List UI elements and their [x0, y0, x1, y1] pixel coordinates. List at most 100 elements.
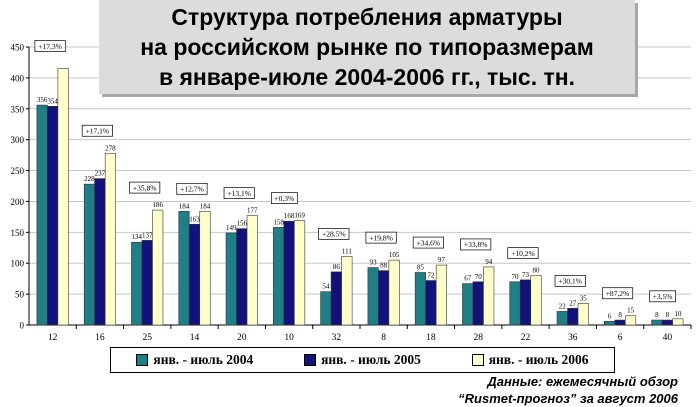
data-label: 22 — [559, 302, 567, 310]
x-tick-label: 6 — [618, 333, 623, 343]
data-label: 6 — [608, 312, 612, 320]
bar-2005 — [330, 271, 342, 326]
annotation-label: +17,1% — [86, 127, 110, 136]
bar-2006 — [577, 303, 589, 326]
x-tick-label: 12 — [48, 333, 58, 343]
data-label: 73 — [522, 271, 530, 279]
bar-2006 — [388, 259, 400, 326]
source-line-1: Данные: ежемесячный обзор — [487, 374, 678, 389]
data-label: 8 — [618, 311, 622, 319]
x-tick-label: 20 — [237, 333, 247, 343]
bar-2006 — [104, 152, 116, 326]
bar-2006 — [341, 256, 353, 326]
data-label: 72 — [427, 272, 435, 280]
y-tick-label: 100 — [11, 259, 25, 269]
x-tick-label: 40 — [663, 333, 673, 343]
bar-2006 — [57, 68, 69, 326]
annotation-box — [81, 124, 113, 137]
bar-2006 — [152, 209, 164, 326]
data-label: 8 — [655, 311, 659, 319]
data-label: 10 — [674, 310, 682, 318]
bar-2004 — [225, 232, 237, 326]
bar-2005 — [378, 270, 390, 326]
bar-2004 — [556, 311, 568, 326]
y-tick-label: 350 — [11, 104, 25, 114]
legend-swatch-2004 — [136, 354, 149, 366]
annotation-box — [365, 231, 397, 244]
data-label: 97 — [438, 256, 446, 264]
x-tick-label: 22 — [521, 333, 531, 343]
bar-2006 — [530, 275, 542, 326]
data-label: 86 — [333, 263, 341, 271]
source-line-2: “Rusmet-прогноз” за август 2006 — [458, 391, 678, 406]
y-tick-label: 50 — [15, 290, 25, 300]
data-label: 105 — [389, 251, 400, 259]
legend-swatch-2005 — [304, 354, 317, 366]
x-tick-label: 14 — [190, 333, 200, 343]
bar-2004 — [36, 104, 48, 326]
x-tick-label: 10 — [284, 333, 294, 343]
bar-2005 — [614, 319, 626, 326]
data-label: 278 — [105, 144, 116, 152]
data-label: 67 — [464, 275, 472, 283]
bar-2005 — [519, 279, 532, 326]
y-tick-label: 0 — [20, 321, 25, 331]
bar-2005 — [425, 280, 437, 326]
legend: янв. - июль 2004 янв. - июль 2005 янв. -… — [110, 347, 615, 373]
legend-label-2004: янв. - июль 2004 — [153, 352, 254, 367]
data-label: 184 — [200, 202, 211, 210]
annotation-box — [649, 290, 676, 303]
annotation-label: +19,8% — [369, 233, 393, 242]
y-tick-label: 400 — [11, 73, 25, 83]
x-tick-label: 16 — [95, 333, 105, 343]
data-label: 156 — [237, 220, 248, 228]
y-tick-label: 250 — [11, 166, 25, 176]
data-label: 228 — [84, 175, 95, 183]
data-label: 168 — [284, 212, 295, 220]
chart-title-box: Структура потребления арматуры на россий… — [99, 0, 635, 94]
data-label: 186 — [152, 201, 163, 209]
annotation-label: +33,8% — [464, 240, 488, 249]
annotation-label: +13,1% — [227, 189, 251, 198]
annotation-box — [223, 187, 255, 200]
bar-2005 — [236, 228, 248, 326]
bar-2004 — [604, 320, 616, 326]
x-tick-label: 32 — [332, 333, 342, 343]
annotation-box — [270, 192, 298, 204]
annotation-label: +34,6% — [417, 238, 441, 247]
annotation-box — [460, 238, 492, 251]
bar-2004 — [367, 267, 379, 326]
bar-2006 — [483, 266, 495, 326]
source-note: Данные: ежемесячный обзор “Rusmet-прогно… — [458, 373, 678, 407]
data-label: 80 — [533, 267, 541, 275]
bar-2006 — [435, 264, 447, 326]
bar-2005 — [283, 220, 295, 326]
bar-2004 — [462, 283, 474, 326]
x-tick-label: 25 — [142, 333, 152, 343]
bar-2004 — [178, 211, 190, 326]
bar-2004 — [414, 272, 426, 326]
bar-2004 — [651, 319, 663, 326]
data-label: 237 — [95, 170, 106, 178]
data-label: 93 — [370, 259, 378, 267]
bar-2004 — [320, 291, 332, 326]
annotation-label: +17,3% — [38, 42, 62, 51]
annotation-label: +12,7% — [180, 185, 204, 194]
data-label: 137 — [142, 231, 153, 239]
legend-label-2005: янв. - июль 2005 — [321, 352, 421, 367]
y-tick-label: 300 — [11, 135, 25, 145]
bar-2006 — [246, 215, 258, 326]
annotation-box — [601, 287, 634, 300]
annotation-label: +10,2% — [511, 249, 535, 258]
annotation-label: +0,3% — [274, 194, 294, 203]
y-tick-label: 150 — [11, 228, 25, 238]
annotation-box — [129, 181, 161, 194]
bar-2005 — [188, 224, 201, 326]
bar-2005 — [94, 178, 106, 326]
bar-2004 — [273, 227, 285, 326]
legend-item-2005: янв. - июль 2005 — [304, 352, 421, 368]
x-tick-label: 36 — [568, 333, 578, 343]
bar-2006 — [672, 318, 684, 326]
y-tick-label: 200 — [11, 197, 25, 207]
bar-2004 — [131, 241, 143, 326]
